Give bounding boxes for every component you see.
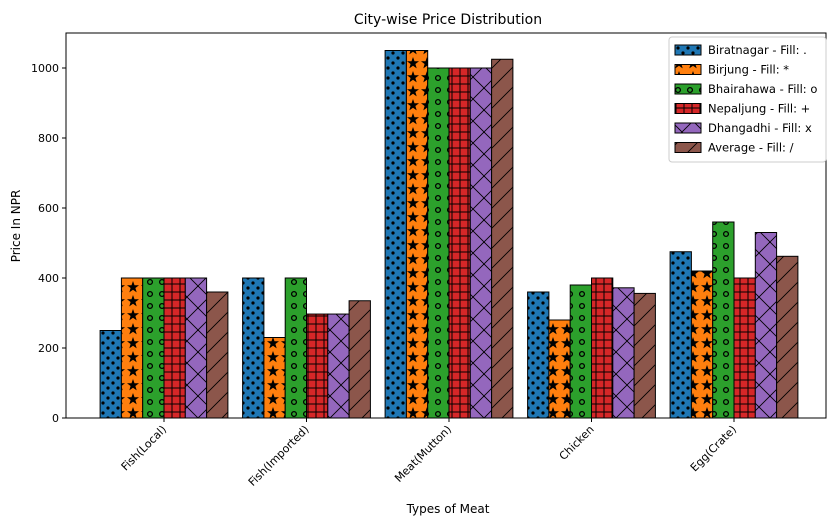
bar-average-chicken <box>633 292 656 419</box>
legend-item-birjung: Birjung - Fill: * <box>674 63 789 77</box>
bar-average-fish-imported <box>348 300 371 419</box>
bar-birjung-egg-crate <box>690 270 714 419</box>
bar-nepaljung-fish-imported <box>306 313 329 419</box>
legend-label: Nepaljung - Fill: + <box>708 102 810 116</box>
legend-item-bhairahawa: Bhairahawa - Fill: o <box>674 82 817 96</box>
bar-bhairahawa-fish-imported <box>284 277 308 419</box>
bar-birjung-chicken <box>548 319 571 419</box>
legend-item-dhangadhi: Dhangadhi - Fill: x <box>674 121 812 135</box>
bar-birjung-fish-local <box>120 277 144 419</box>
y-tick-label: 0 <box>52 412 59 425</box>
bar-average-fish-local <box>206 291 229 419</box>
bar-dhangadhi-fish-imported <box>327 313 350 419</box>
y-tick-label: 400 <box>38 272 59 285</box>
legend-item-average: Average - Fill: / <box>674 141 794 155</box>
plot-frame <box>65 32 827 419</box>
bar-birjung-fish-imported <box>263 337 286 419</box>
legend-label: Average - Fill: / <box>708 141 794 155</box>
legend-item-biratnagar: Biratnagar - Fill: . <box>674 43 807 57</box>
x-axis-label: Types of Meat <box>406 502 490 516</box>
bar-birjung-meat-mutton <box>405 50 429 419</box>
legend-swatch <box>674 83 702 95</box>
y-tick-label: 200 <box>38 342 59 355</box>
y-axis-label: Price In NPR <box>9 190 23 263</box>
x-tick-label: Fish(Imported) <box>246 423 312 489</box>
legend-label: Bhairahawa - Fill: o <box>708 82 817 96</box>
legend-swatch <box>674 142 702 153</box>
legend-swatch <box>674 44 702 56</box>
y-axis: 0 200 400 600 800 1000 <box>31 62 66 425</box>
y-tick-label: 600 <box>38 202 59 215</box>
legend-label: Dhangadhi - Fill: x <box>708 121 812 135</box>
bars-layer <box>99 50 799 419</box>
bar-bhairahawa-fish-local <box>142 277 165 419</box>
bar-bhairahawa-egg-crate <box>712 221 735 419</box>
bar-biratnagar-meat-mutton <box>384 50 407 419</box>
x-tick-label: Fish(Local) <box>119 423 169 473</box>
legend-swatch <box>674 122 702 134</box>
bar-nepaljung-egg-crate <box>733 277 756 419</box>
legend-item-nepaljung: Nepaljung - Fill: + <box>674 102 810 116</box>
bar-biratnagar-egg-crate <box>669 251 692 419</box>
bar-dhangadhi-chicken <box>612 287 635 419</box>
bar-biratnagar-fish-local <box>99 330 122 419</box>
bar-dhangadhi-egg-crate <box>754 232 778 419</box>
x-axis: Fish(Local) Fish(Imported) Meat(Mutton) Chi… <box>119 418 739 489</box>
bar-biratnagar-chicken <box>527 291 550 419</box>
bar-average-meat-mutton <box>491 58 514 419</box>
legend-swatch <box>674 64 702 75</box>
bar-nepaljung-meat-mutton <box>448 67 471 419</box>
legend-label: Birjung - Fill: * <box>708 63 789 77</box>
bar-biratnagar-fish-imported <box>242 277 265 419</box>
legend: Biratnagar - Fill: . Birjung - Fill: * Bha… <box>668 36 827 163</box>
bar-nepaljung-chicken <box>591 277 614 419</box>
legend-frame <box>668 36 827 163</box>
legend-swatch <box>674 103 702 114</box>
x-tick-label: Meat(Mutton) <box>392 423 454 485</box>
bar-dhangadhi-fish-local <box>184 277 208 419</box>
x-tick-label: Egg(Crate) <box>688 423 739 474</box>
y-tick-label: 1000 <box>31 62 59 75</box>
chart-title: City-wise Price Distribution <box>354 12 542 28</box>
bar-bhairahawa-meat-mutton <box>427 67 450 419</box>
bar-nepaljung-fish-local <box>163 277 186 419</box>
legend-label: Biratnagar - Fill: . <box>708 43 807 57</box>
x-tick-label: Chicken <box>557 423 597 463</box>
bar-bhairahawa-chicken <box>569 284 593 419</box>
bar-average-egg-crate <box>776 255 799 419</box>
bar-dhangadhi-meat-mutton <box>469 67 493 419</box>
y-tick-label: 800 <box>38 132 59 145</box>
